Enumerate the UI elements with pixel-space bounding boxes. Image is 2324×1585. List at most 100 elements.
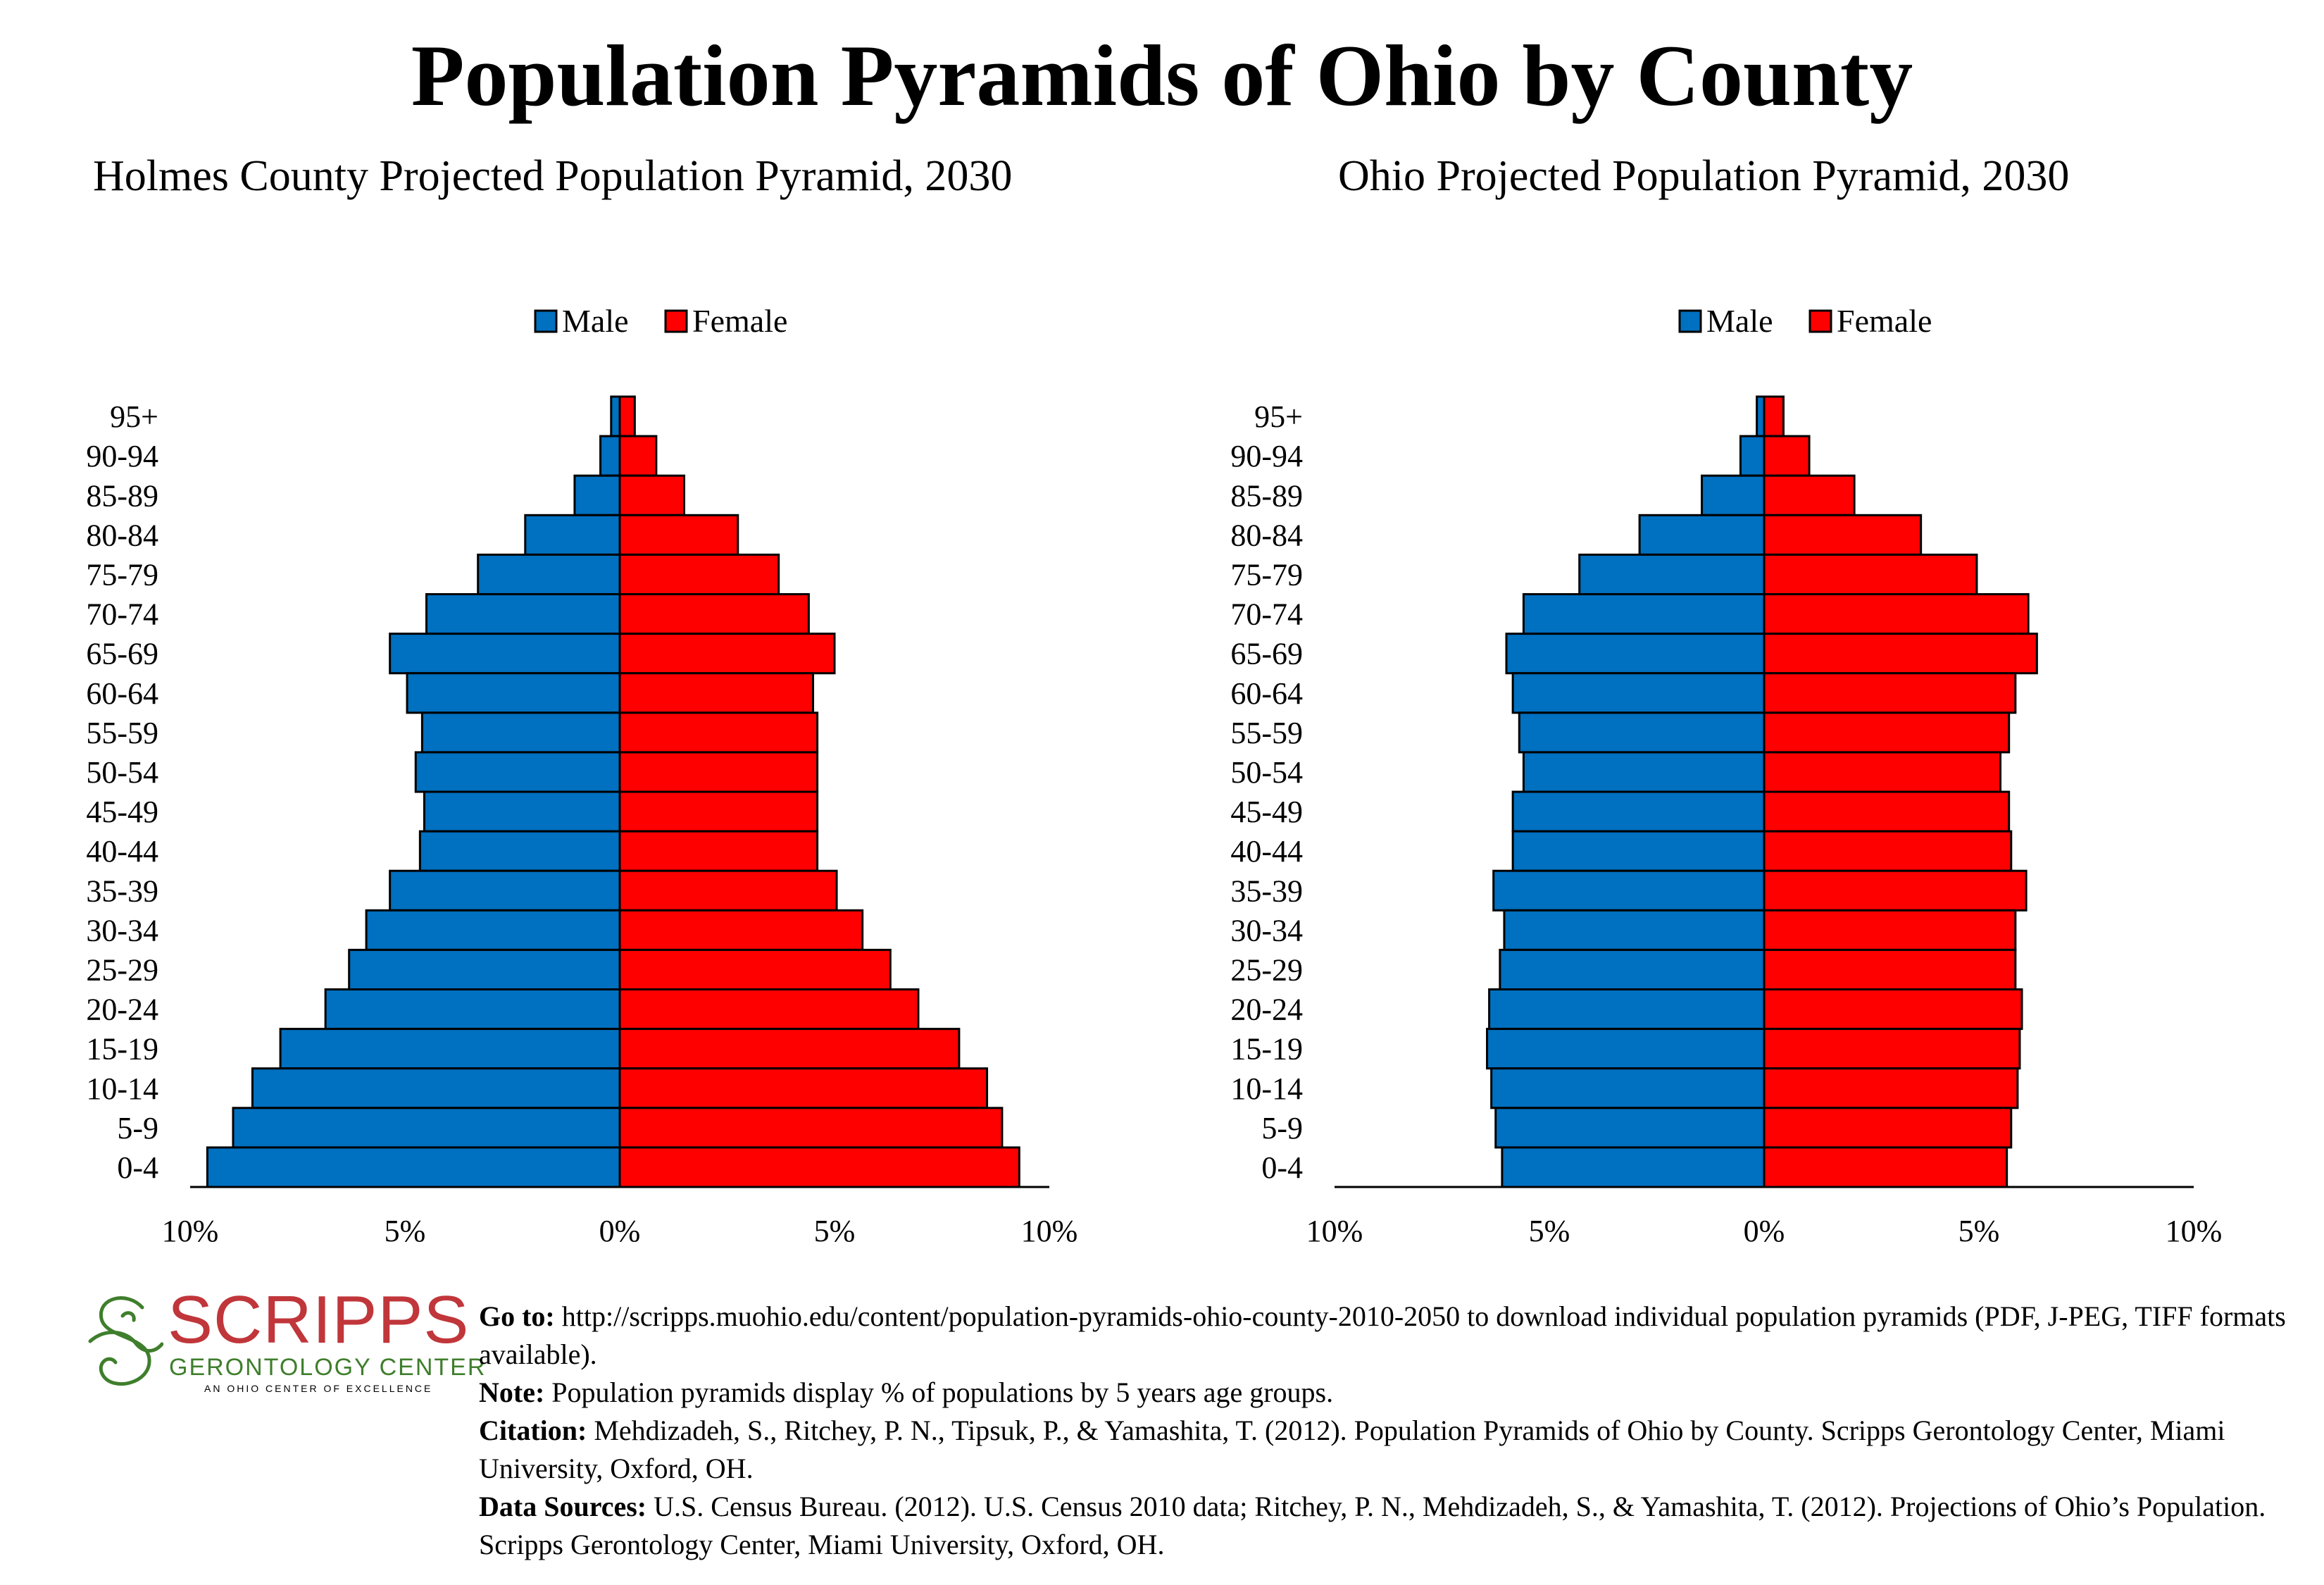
x-tick-label: 5% (1958, 1214, 2000, 1248)
age-label: 0-4 (117, 1150, 158, 1185)
bar-male-15-19 (1486, 1028, 1766, 1070)
age-label: 45-49 (86, 795, 158, 829)
bar-male-65-69 (1505, 633, 1766, 675)
bar-male-50-54 (414, 751, 621, 793)
bar-female-70-74 (1763, 593, 2030, 635)
note-label: Note: (479, 1376, 545, 1408)
holmes-pyramid-chart: Male Female 95+ 90-94 85-89 80-84 75-79 70-74 65… (86, 303, 1077, 1248)
goto-label: Go to: (479, 1300, 555, 1332)
bar-female-5-9 (618, 1107, 1004, 1149)
x-tick-label: 5% (814, 1214, 856, 1248)
bar-male-10-14 (251, 1067, 621, 1110)
bar-female-30-34 (1763, 909, 2017, 951)
age-label: 10-14 (86, 1071, 158, 1106)
bar-female-70-74 (618, 593, 810, 635)
holmes-chart-title: Holmes County Projected Population Pyram… (93, 152, 1013, 200)
bar-male-40-44 (418, 830, 621, 872)
age-label: 20-24 (86, 993, 158, 1027)
bar-male-5-9 (232, 1107, 621, 1149)
age-label: 25-29 (1230, 952, 1303, 987)
age-label: 65-69 (1230, 637, 1303, 671)
age-label: 5-9 (1261, 1111, 1303, 1145)
bar-male-90-94 (1739, 435, 1766, 477)
age-label: 0-4 (1261, 1150, 1303, 1185)
bar-male-85-89 (573, 474, 621, 516)
bar-male-45-49 (1511, 790, 1766, 833)
legend-male-label: Male (1706, 303, 1773, 339)
age-label: 15-19 (1230, 1032, 1303, 1067)
bar-female-30-34 (618, 909, 864, 951)
bar-female-0-4 (618, 1146, 1020, 1188)
age-label: 5-9 (117, 1111, 158, 1145)
bar-male-95+ (1756, 395, 1766, 437)
bar-male-25-29 (1499, 948, 1766, 991)
age-label: 75-79 (1230, 557, 1303, 592)
age-label: 55-59 (1230, 716, 1303, 750)
bar-female-55-59 (618, 711, 819, 754)
age-label: 70-74 (86, 597, 158, 632)
bar-male-10-14 (1490, 1067, 1766, 1110)
age-label: 80-84 (86, 518, 158, 552)
bar-female-80-84 (1763, 514, 1923, 556)
legend-male-label: Male (562, 303, 629, 339)
age-label: 40-44 (86, 834, 158, 869)
bar-male-5-9 (1494, 1107, 1766, 1149)
age-label: 85-89 (1230, 478, 1303, 513)
bar-female-35-39 (1763, 869, 2028, 912)
legend-female-label: Female (1837, 303, 1932, 339)
bar-female-50-54 (1763, 751, 2001, 793)
bar-male-45-49 (423, 790, 621, 833)
bar-male-75-79 (1578, 553, 1766, 596)
bar-female-50-54 (618, 751, 819, 793)
citation-text: Mehdizadeh, S., Ritchey, P. N., Tipsuk, … (479, 1415, 2225, 1484)
bar-male-25-29 (348, 948, 621, 991)
legend-male-swatch (534, 309, 558, 333)
bar-female-80-84 (618, 514, 739, 556)
age-label: 90-94 (86, 439, 158, 473)
age-label: 30-34 (86, 913, 158, 947)
age-label: 85-89 (86, 478, 158, 513)
legend-male-swatch (1678, 309, 1702, 333)
age-label: 35-39 (1230, 874, 1303, 908)
bar-male-0-4 (1501, 1146, 1766, 1188)
bar-female-15-19 (618, 1028, 961, 1070)
footnotes: Go to: http://scripps.muohio.edu/content… (479, 1298, 2310, 1564)
bar-male-35-39 (1492, 869, 1766, 912)
bar-female-10-14 (1763, 1067, 2019, 1110)
age-label: 30-34 (1230, 913, 1303, 947)
bar-male-35-39 (389, 869, 621, 912)
x-tick-label: 10% (1021, 1214, 1078, 1248)
goto-note: Go to: http://scripps.muohio.edu/content… (479, 1298, 2310, 1374)
bar-female-90-94 (1763, 435, 1811, 477)
sources-text: U.S. Census Bureau. (2012). U.S. Census … (479, 1491, 2266, 1560)
bar-male-55-59 (420, 711, 621, 754)
bar-female-25-29 (1763, 948, 2017, 991)
bar-male-60-64 (1511, 672, 1766, 714)
sources-note: Data Sources: U.S. Census Bureau. (2012)… (479, 1488, 2310, 1564)
age-label: 60-64 (1230, 676, 1303, 711)
bar-female-65-69 (618, 633, 836, 675)
bar-male-70-74 (1522, 593, 1766, 635)
bar-female-85-89 (618, 474, 685, 516)
bar-female-60-64 (618, 672, 814, 714)
bar-female-85-89 (1763, 474, 1856, 516)
age-label: 55-59 (86, 716, 158, 750)
bar-female-75-79 (618, 553, 780, 596)
legend-female-label: Female (692, 303, 787, 339)
bar-male-70-74 (425, 593, 621, 635)
age-label: 25-29 (86, 952, 158, 987)
bar-female-0-4 (1763, 1146, 2008, 1188)
age-label: 65-69 (86, 637, 158, 671)
age-label: 40-44 (1230, 834, 1303, 869)
scripps-logo: SCRIPPS GERONTOLOGY CENTER AN OHIO CENTE… (85, 1285, 485, 1402)
x-tick-label: 5% (1529, 1214, 1570, 1248)
citation-note: Citation: Mehdizadeh, S., Ritchey, P. N.… (479, 1412, 2310, 1488)
bar-female-25-29 (618, 948, 892, 991)
bar-male-20-24 (324, 988, 621, 1031)
bar-female-20-24 (618, 988, 920, 1031)
age-label: 15-19 (86, 1032, 158, 1067)
bar-male-65-69 (389, 633, 621, 675)
scripps-swirl-icon (88, 1296, 163, 1386)
bar-male-0-4 (206, 1146, 621, 1188)
age-label: 35-39 (86, 874, 158, 908)
